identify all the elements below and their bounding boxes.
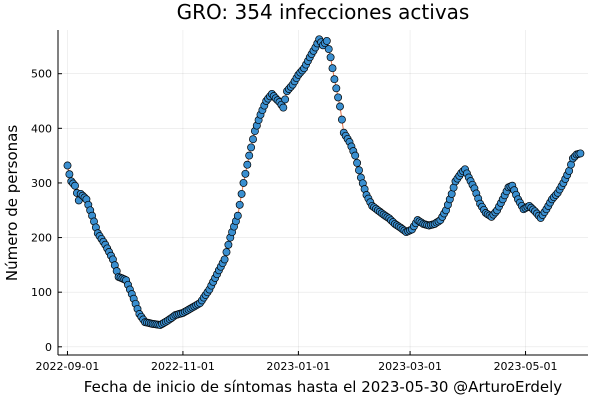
data-point xyxy=(336,102,344,111)
x-axis-label: Fecha de inicio de síntomas hasta el 202… xyxy=(84,378,563,396)
data-point xyxy=(337,115,346,124)
data-point xyxy=(334,93,343,102)
data-point xyxy=(241,169,250,178)
data-point xyxy=(220,255,229,264)
data-point xyxy=(328,64,337,73)
data-point xyxy=(326,53,335,62)
data-point xyxy=(245,151,254,160)
data-point xyxy=(247,143,256,152)
y-axis-label: Número de personas xyxy=(3,125,21,281)
data-point xyxy=(222,248,231,257)
data-point xyxy=(279,103,288,112)
data-point xyxy=(324,45,333,54)
y-tick-label: 200 xyxy=(31,232,52,245)
data-point xyxy=(71,181,79,190)
x-tick-label: 2023-03-01 xyxy=(378,360,442,373)
data-point xyxy=(332,84,341,93)
x-tick-label: 2023-01-01 xyxy=(266,360,330,373)
y-tick-label: 100 xyxy=(31,286,52,299)
x-tick-label: 2022-09-01 xyxy=(35,360,99,373)
data-point xyxy=(576,149,585,158)
y-tick-label: 500 xyxy=(31,68,52,81)
series xyxy=(63,35,585,329)
data-point xyxy=(330,75,339,84)
data-point xyxy=(235,200,244,209)
data-point xyxy=(65,170,74,179)
y-tick-label: 0 xyxy=(45,341,52,354)
x-tick-label: 2023-05-01 xyxy=(494,360,558,373)
grid xyxy=(58,30,588,355)
y-tick-label: 400 xyxy=(31,122,52,135)
data-point xyxy=(237,189,246,198)
y-tick-label: 300 xyxy=(31,177,52,190)
x-tick-label: 2022-11-01 xyxy=(151,360,215,373)
data-point xyxy=(243,160,252,169)
data-point xyxy=(322,36,331,45)
axis-ticks: 0 100 200 300 400 500 2022-09-01 2022-11-01 2023… xyxy=(31,68,558,373)
data-point xyxy=(281,95,290,104)
data-point xyxy=(233,211,242,220)
data-point xyxy=(224,240,233,249)
chart-title: GRO: 354 infecciones activas xyxy=(177,0,470,24)
data-point xyxy=(353,158,362,167)
data-point xyxy=(249,135,257,144)
data-point xyxy=(355,166,363,175)
data-point xyxy=(239,178,248,187)
data-point xyxy=(351,151,360,160)
data-point xyxy=(63,161,72,170)
